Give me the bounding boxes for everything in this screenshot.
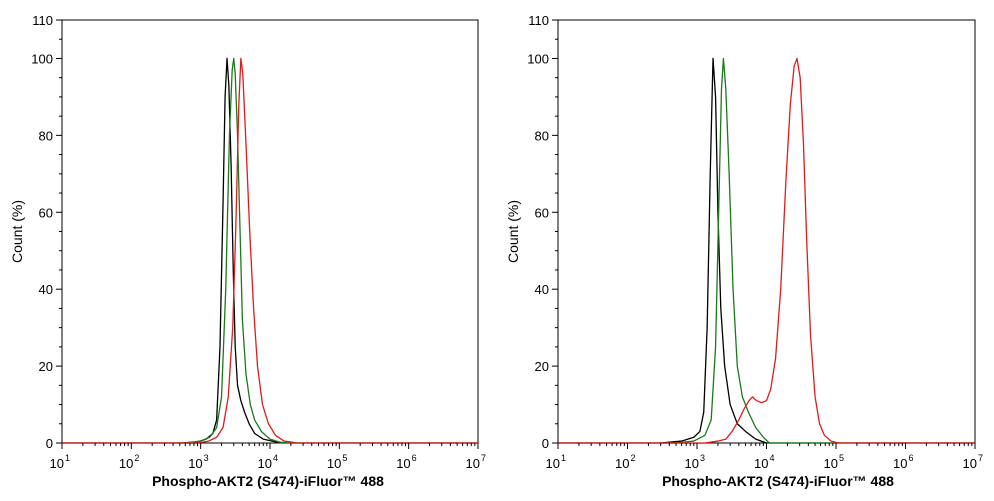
x-tick-label: 10 <box>963 456 977 471</box>
x-tick-label: 10 <box>396 456 410 471</box>
x-tick-exponent: 4 <box>770 453 775 463</box>
x-axis-title: Phospho-AKT2 (S474)-iFluor™ 488 <box>152 473 384 489</box>
x-tick-base: 10 <box>963 456 977 471</box>
x-tick-exponent: 7 <box>978 453 983 463</box>
x-tick-base: 10 <box>466 456 480 471</box>
x-tick-label: 10 <box>258 456 272 471</box>
y-axis-title: Count (%) <box>505 200 521 263</box>
y-tick-label: 20 <box>535 359 549 374</box>
y-axis-title: Count (%) <box>9 200 25 263</box>
y-tick-label: 40 <box>39 282 53 297</box>
x-tick-label: 10 <box>893 456 907 471</box>
x-tick-label: 10 <box>466 456 480 471</box>
x-tick-exponent: 4 <box>273 453 278 463</box>
x-tick-base: 10 <box>327 456 341 471</box>
x-tick-exponent: 2 <box>134 453 139 463</box>
x-tick-exponent: 6 <box>909 453 914 463</box>
y-tick-label: 60 <box>39 205 53 220</box>
x-tick-label: 10 <box>119 456 133 471</box>
x-tick-label: 10 <box>327 456 341 471</box>
y-tick-label: 80 <box>535 128 549 143</box>
x-axis-title: Phospho-AKT2 (S474)-iFluor™ 488 <box>662 473 894 489</box>
y-tick-label: 0 <box>542 436 549 451</box>
plot-frame <box>557 19 976 444</box>
x-tick-label: 10 <box>188 456 202 471</box>
x-tick-label: 10 <box>615 456 629 471</box>
x-tick-base: 10 <box>119 456 133 471</box>
y-tick-label: 60 <box>535 205 549 220</box>
series-line-black <box>558 57 975 443</box>
x-tick-exponent: 2 <box>631 453 636 463</box>
x-tick-label: 10 <box>50 456 64 471</box>
x-tick-exponent: 5 <box>342 453 347 463</box>
y-tick-label: 0 <box>46 436 53 451</box>
x-tick-exponent: 3 <box>700 453 705 463</box>
x-tick-base: 10 <box>754 456 768 471</box>
series-line-green <box>558 57 975 443</box>
plot-frame <box>61 19 479 444</box>
x-tick-exponent: 3 <box>204 453 209 463</box>
x-tick-base: 10 <box>824 456 838 471</box>
y-tick-label: 20 <box>39 359 53 374</box>
series-line-red <box>62 57 478 443</box>
x-tick-base: 10 <box>396 456 410 471</box>
x-tick-exponent: 1 <box>65 453 70 463</box>
series-line-green <box>62 57 478 443</box>
y-tick-label: 100 <box>527 51 549 66</box>
y-tick-label: 80 <box>39 128 53 143</box>
x-tick-base: 10 <box>50 456 64 471</box>
x-tick-exponent: 7 <box>481 453 486 463</box>
x-tick-base: 10 <box>258 456 272 471</box>
y-tick-label: 100 <box>31 51 53 66</box>
x-tick-label: 10 <box>685 456 699 471</box>
y-tick-label: 40 <box>535 282 549 297</box>
x-tick-label: 10 <box>754 456 768 471</box>
x-tick-label: 10 <box>546 456 560 471</box>
series-line-black <box>62 57 478 443</box>
series-line-red <box>558 57 975 443</box>
x-tick-base: 10 <box>615 456 629 471</box>
x-tick-base: 10 <box>188 456 202 471</box>
y-tick-label: 110 <box>32 13 53 28</box>
x-tick-exponent: 6 <box>412 453 417 463</box>
y-tick-label: 110 <box>528 13 549 28</box>
x-tick-base: 10 <box>893 456 907 471</box>
x-tick-label: 10 <box>824 456 838 471</box>
x-tick-base: 10 <box>546 456 560 471</box>
x-tick-exponent: 1 <box>561 453 566 463</box>
x-tick-exponent: 5 <box>839 453 844 463</box>
x-tick-base: 10 <box>685 456 699 471</box>
